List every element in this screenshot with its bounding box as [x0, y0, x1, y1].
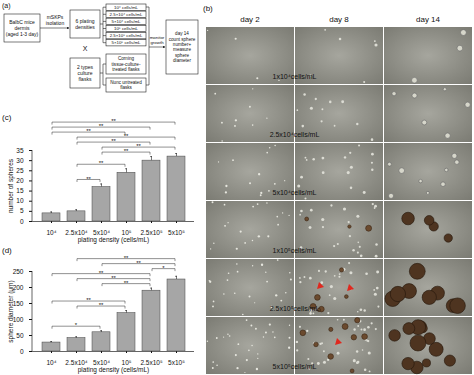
svg-text:5x10⁵: 5x10⁵	[168, 359, 185, 366]
svg-text:**: **	[136, 143, 141, 149]
svg-text:1x10⁵cells/mL: 1x10⁵cells/mL	[273, 247, 317, 254]
svg-text:5x10⁴: 5x10⁴	[93, 229, 110, 237]
svg-text:(b): (b)	[203, 4, 213, 13]
svg-text:culture: culture	[77, 69, 93, 76]
svg-text:10⁴: 10⁴	[46, 359, 56, 366]
svg-text:2.5×10⁴ cells/mL: 2.5×10⁴ cells/mL	[110, 12, 143, 17]
svg-text:2.5×10⁵ cells/mL: 2.5×10⁵ cells/mL	[110, 33, 143, 38]
svg-text:number+: number+	[173, 42, 192, 47]
svg-text:day 14: day 14	[416, 15, 441, 24]
svg-text:2.5x10⁵: 2.5x10⁵	[140, 359, 163, 367]
svg-text:**: **	[124, 280, 129, 286]
svg-text:monitor: monitor	[149, 35, 165, 40]
svg-text:15: 15	[16, 187, 24, 194]
svg-text:5x10⁴: 5x10⁴	[93, 359, 110, 367]
svg-text:100: 100	[13, 316, 24, 323]
svg-text:35: 35	[16, 147, 24, 154]
svg-text:day 14: day 14	[175, 31, 189, 36]
svg-text:**: **	[99, 123, 104, 129]
svg-text:250: 250	[13, 268, 24, 275]
svg-text:0: 0	[20, 348, 24, 355]
svg-text:**: **	[86, 297, 91, 303]
svg-text:2.5x10⁵: 2.5x10⁵	[140, 229, 163, 237]
svg-text:5×10⁵ cells/mL: 5×10⁵ cells/mL	[111, 40, 141, 45]
svg-text:mSKPs: mSKPs	[46, 13, 64, 20]
svg-text:**: **	[124, 148, 129, 154]
svg-text:25: 25	[16, 167, 24, 174]
svg-text:2 types: 2 types	[76, 64, 94, 70]
svg-text:30: 30	[16, 157, 24, 164]
svg-text:dermis: dermis	[14, 24, 30, 31]
svg-text:flasks: flasks	[79, 76, 92, 82]
svg-text:growth: growth	[150, 40, 164, 45]
svg-text:Corning: Corning	[118, 56, 135, 61]
html-text:(c): (c)	[2, 113, 12, 122]
svg-text:**: **	[124, 255, 129, 261]
svg-text:5×10⁴ cells/mL: 5×10⁴ cells/mL	[111, 19, 141, 24]
svg-text:5x10⁴cells/mL: 5x10⁴cells/mL	[273, 189, 317, 196]
svg-text:isolation: isolation	[46, 20, 65, 26]
svg-text:sphere: sphere	[175, 53, 189, 58]
svg-text:number of spheres: number of spheres	[7, 158, 15, 213]
svg-text:5: 5	[20, 207, 24, 214]
svg-text:**: **	[111, 118, 116, 124]
svg-text:6 plating: 6 plating	[75, 17, 95, 24]
svg-text:treated flasks: treated flasks	[112, 67, 140, 72]
svg-text:10⁵: 10⁵	[121, 359, 132, 367]
svg-text:measure: measure	[173, 47, 191, 52]
svg-text:flasks: flasks	[120, 85, 132, 90]
svg-text:**: **	[86, 176, 91, 182]
svg-text:day 2: day 2	[240, 15, 260, 24]
svg-text:plating density (cells/mL): plating density (cells/mL)	[78, 366, 150, 374]
svg-text:(a): (a)	[2, 2, 11, 10]
svg-text:Nunc untreated: Nunc untreated	[110, 80, 142, 85]
svg-text:plating density (cells/mL): plating density (cells/mL)	[78, 236, 150, 244]
svg-text:day 8: day 8	[329, 15, 349, 24]
svg-text:2.5x10⁵cells/mL: 2.5x10⁵cells/mL	[270, 305, 320, 312]
svg-text:diameter: diameter	[173, 58, 191, 63]
svg-text:10: 10	[16, 197, 24, 204]
svg-text:**: **	[99, 270, 104, 276]
svg-text:**: **	[111, 138, 116, 144]
svg-text:X: X	[83, 45, 88, 52]
svg-text:200: 200	[13, 284, 24, 291]
svg-text:2.5x10⁴cells/mL: 2.5x10⁴cells/mL	[270, 131, 320, 138]
svg-text:0: 0	[20, 218, 24, 225]
svg-text:2.5x10⁴: 2.5x10⁴	[65, 359, 88, 367]
svg-text:tissue-culture-: tissue-culture-	[112, 62, 141, 67]
svg-text:5x10⁵cells/mL: 5x10⁵cells/mL	[273, 363, 317, 370]
svg-text:BalbC mice: BalbC mice	[9, 19, 35, 25]
svg-text:count sphere: count sphere	[169, 37, 196, 42]
html-text:(d): (d)	[2, 246, 12, 255]
svg-text:50: 50	[16, 332, 24, 339]
svg-text:20: 20	[16, 177, 24, 184]
svg-text:*: *	[162, 265, 165, 271]
svg-text:150: 150	[13, 300, 24, 307]
svg-text:*: *	[75, 322, 78, 328]
svg-text:**: **	[111, 275, 116, 281]
svg-text:**: **	[86, 128, 91, 134]
svg-text:**: **	[124, 133, 129, 139]
svg-text:**: **	[136, 260, 141, 266]
svg-text:10⁴ cells/mL: 10⁴ cells/mL	[114, 5, 139, 10]
svg-text:10⁴: 10⁴	[46, 229, 56, 236]
svg-text:densities: densities	[75, 24, 95, 30]
svg-text:10⁵: 10⁵	[121, 229, 132, 237]
svg-text:10⁵ cells/mL: 10⁵ cells/mL	[114, 26, 139, 31]
svg-text:1x10⁴cells/mL: 1x10⁴cells/mL	[273, 73, 317, 80]
svg-text:2.5x10⁴: 2.5x10⁴	[65, 229, 88, 237]
svg-text:**: **	[99, 160, 104, 166]
svg-text:5x10⁵: 5x10⁵	[168, 229, 185, 236]
svg-text:sphere diameter (μm): sphere diameter (μm)	[7, 280, 15, 342]
svg-text:**: **	[99, 302, 104, 308]
svg-text:(aged 1-3 day): (aged 1-3 day)	[6, 31, 39, 37]
